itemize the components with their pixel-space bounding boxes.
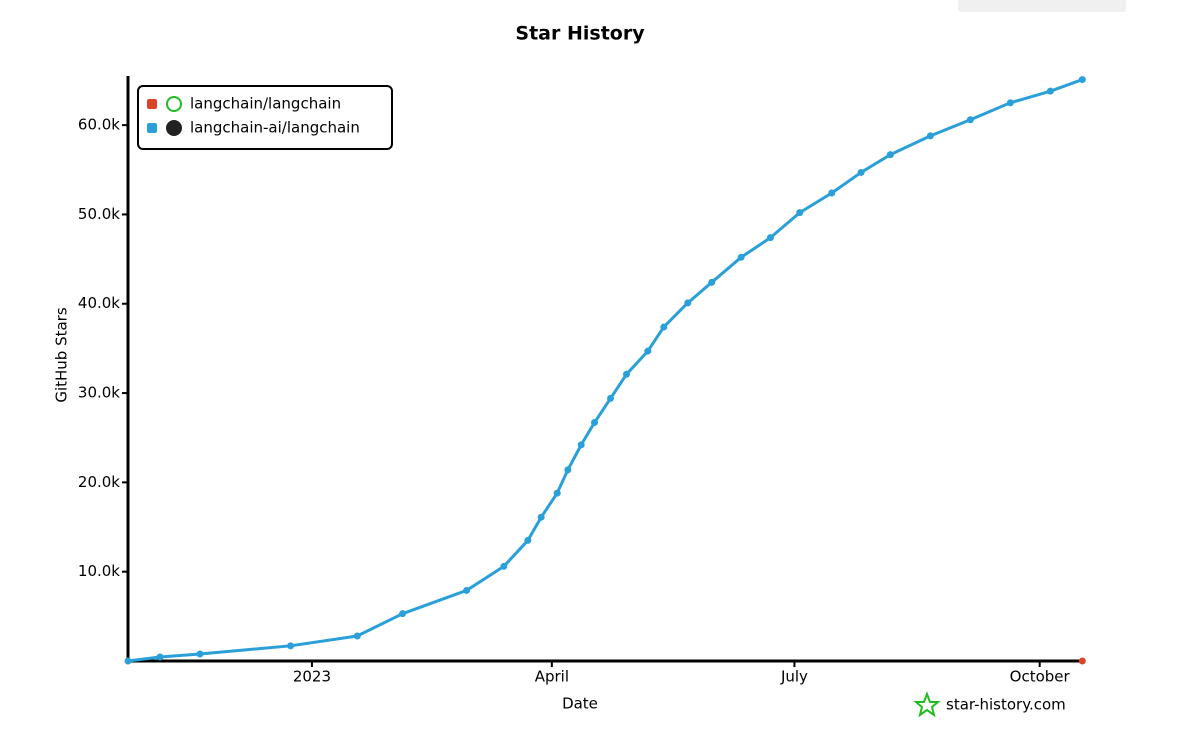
y-tick-label: 40.0k: [78, 294, 120, 312]
data-point: [463, 586, 471, 594]
x-tick-label: October: [1010, 668, 1071, 686]
data-point: [684, 299, 692, 307]
data-point: [828, 189, 836, 197]
data-point: [156, 653, 164, 661]
data-point: [737, 253, 745, 261]
data-point: [708, 278, 716, 286]
legend-box: [137, 85, 393, 150]
watermark-text: star-history.com: [946, 696, 1066, 714]
y-tick-label: 10.0k: [78, 562, 120, 580]
data-point: [622, 370, 630, 378]
data-point: [1078, 76, 1086, 84]
legend-swatch: [147, 123, 157, 133]
y-tick-label: 30.0k: [78, 384, 120, 402]
data-point: [353, 632, 361, 640]
chart-title: Star History: [515, 23, 645, 45]
data-point: [124, 657, 132, 665]
data-point: [553, 489, 561, 497]
y-axis-label: GitHub Stars: [53, 307, 71, 403]
y-tick-label: 20.0k: [78, 473, 120, 491]
data-point: [537, 513, 545, 521]
x-tick-label: April: [535, 668, 569, 686]
data-point: [577, 441, 585, 449]
data-point: [886, 151, 894, 159]
data-point: [857, 168, 865, 176]
data-point: [287, 642, 295, 650]
legend-swatch: [147, 99, 157, 109]
legend-icon: [166, 96, 182, 112]
data-point: [1078, 657, 1086, 665]
data-point: [660, 323, 668, 331]
legend-label: langchain/langchain: [190, 95, 341, 113]
data-point: [564, 466, 572, 474]
data-point: [926, 132, 934, 140]
data-point: [524, 536, 532, 544]
data-point: [766, 234, 774, 242]
x-tick-label: July: [780, 668, 808, 686]
watermark: star-history.com: [913, 691, 1066, 718]
data-point: [644, 347, 652, 355]
y-tick-label: 50.0k: [78, 205, 120, 223]
data-point: [1006, 99, 1014, 107]
data-point: [399, 610, 407, 618]
y-tick-label: 60.0k: [78, 116, 120, 134]
data-point: [796, 209, 804, 217]
x-axis-label: Date: [562, 695, 598, 713]
data-point: [196, 650, 204, 658]
series-line: [127, 78, 1083, 663]
data-point: [606, 394, 614, 402]
data-point: [966, 116, 974, 124]
data-point: [591, 419, 599, 427]
legend-icon: [166, 120, 182, 136]
data-point: [500, 562, 508, 570]
x-tick-label: 2023: [293, 668, 331, 686]
legend-label: langchain-ai/langchain: [190, 119, 360, 137]
toolbar-button[interactable]: [958, 0, 1126, 12]
data-point: [1046, 87, 1054, 95]
